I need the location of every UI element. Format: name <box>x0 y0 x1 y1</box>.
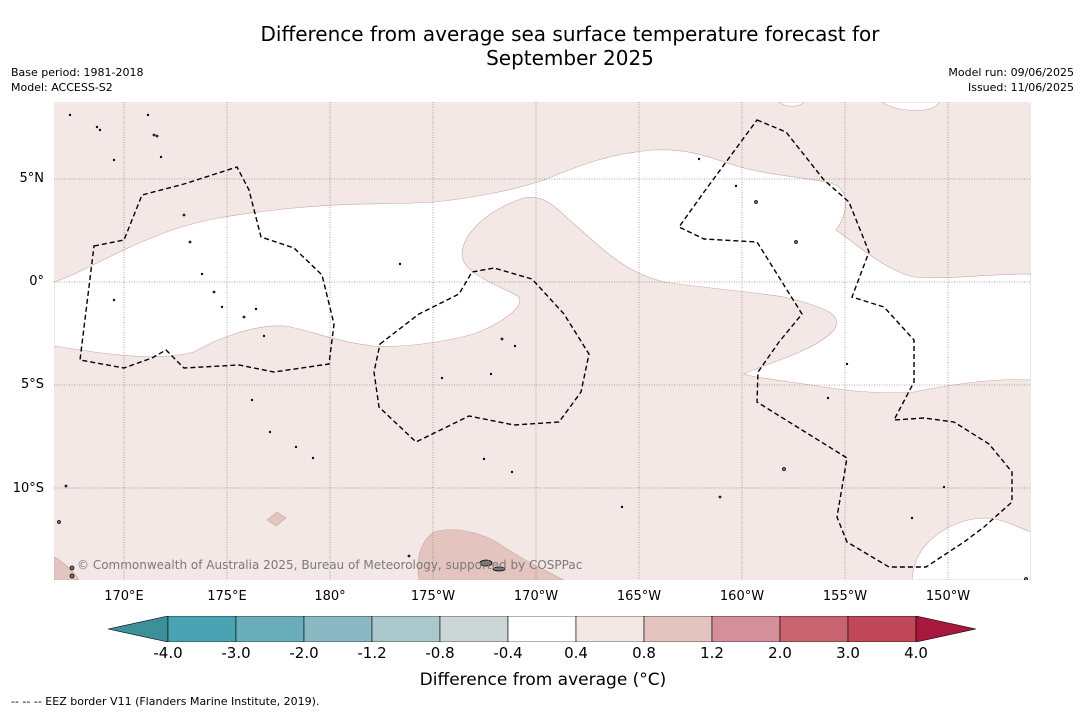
colorbar-tick-label: 2.0 <box>768 644 792 662</box>
islands <box>57 113 1028 580</box>
warm-patch-southwest <box>54 556 80 580</box>
lon-label-180: 180° <box>314 589 346 604</box>
issued-date: Issued: 11/06/2025 <box>967 81 1074 94</box>
model-info: Base period: 1981-2018 Model: ACCESS-S2 <box>11 65 143 95</box>
sst-anomaly-map <box>54 102 1031 580</box>
lon-label-175w: 175°W <box>410 589 456 604</box>
colorbar-segment <box>847 616 917 642</box>
colorbar-tick-label: -4.0 <box>153 644 183 662</box>
lat-label-5s: 5°S <box>20 377 44 392</box>
lon-label-155w: 155°W <box>822 589 868 604</box>
copyright-notice: © Commonwealth of Australia 2025, Bureau… <box>77 558 583 572</box>
colorbar <box>108 616 977 642</box>
colorbar-segment <box>507 616 577 642</box>
warm-patch-small <box>266 511 287 527</box>
colorbar-segments <box>108 616 977 642</box>
colorbar-tick-label: -0.8 <box>425 644 455 662</box>
colorbar-segment <box>303 616 373 642</box>
neutral-region-north <box>54 149 1031 394</box>
colorbar-extend-high <box>915 616 977 642</box>
colorbar-tick-label: 0.8 <box>632 644 656 662</box>
colorbar-segment <box>371 616 441 642</box>
base-period: Base period: 1981-2018 <box>11 66 144 79</box>
graticule <box>54 102 1031 580</box>
warm-patch-south <box>417 529 565 580</box>
model-name: Model: ACCESS-S2 <box>11 81 113 94</box>
colorbar-tick-label: 0.4 <box>564 644 588 662</box>
colorbar-segment <box>779 616 849 642</box>
colorbar-tick-label: 3.0 <box>836 644 860 662</box>
colorbar-extend-low <box>108 616 169 642</box>
colorbar-tick-label: -3.0 <box>221 644 251 662</box>
lon-label-160w: 160°W <box>719 589 765 604</box>
lon-label-150w: 150°W <box>925 589 971 604</box>
colorbar-segment <box>235 616 305 642</box>
model-run: Model run: 09/06/2025 <box>948 66 1074 79</box>
colorbar-segment <box>575 616 645 642</box>
colorbar-segment <box>439 616 509 642</box>
map-title: Difference from average sea surface temp… <box>200 22 940 70</box>
colorbar-tick-label: -0.4 <box>493 644 523 662</box>
eez-border-tokelau <box>373 267 590 443</box>
title-line-1: Difference from average sea surface temp… <box>260 22 880 46</box>
lon-label-175e: 175°E <box>207 589 247 604</box>
lat-label-0: 0° <box>29 274 44 289</box>
eez-border-line-islands <box>677 119 1013 568</box>
run-info: Model run: 09/06/2025 Issued: 11/06/2025 <box>948 65 1074 95</box>
eez-legend-footnote: -- -- -- EEZ border V11 (Flanders Marine… <box>11 695 320 708</box>
eez-borders <box>79 119 1013 568</box>
lat-label-5n: 5°N <box>19 171 45 186</box>
lat-label-10s: 10°S <box>12 481 44 496</box>
eez-border-tuvalu <box>79 166 335 373</box>
colorbar-label: Difference from average (°C) <box>419 670 667 690</box>
colorbar-tick-label: -2.0 <box>289 644 319 662</box>
neutral-region-top <box>778 102 940 111</box>
title-line-2: September 2025 <box>486 46 654 70</box>
colorbar-segment <box>167 616 237 642</box>
colorbar-tick-label: 1.2 <box>700 644 724 662</box>
colorbar-tick-label: -1.2 <box>357 644 387 662</box>
lon-label-170w: 170°W <box>513 589 559 604</box>
colorbar-segment <box>711 616 781 642</box>
neutral-region-southeast <box>911 517 1031 580</box>
lon-label-170e: 170°E <box>104 589 144 604</box>
lon-label-165w: 165°W <box>616 589 662 604</box>
colorbar-segment <box>643 616 713 642</box>
colorbar-tick-label: 4.0 <box>904 644 928 662</box>
